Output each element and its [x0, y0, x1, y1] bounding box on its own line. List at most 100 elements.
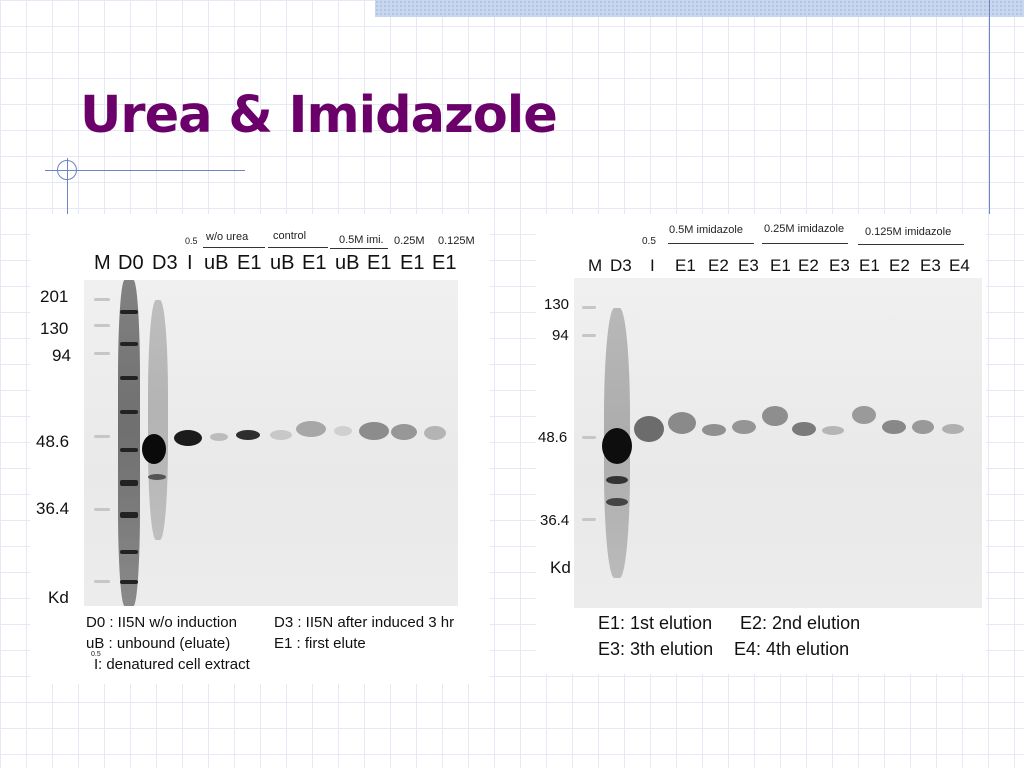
group-label-025m-imidazole: 0.25M imidazole	[764, 223, 845, 235]
marker-band	[94, 324, 110, 327]
lane-label: D0	[118, 252, 144, 274]
e2-band	[792, 422, 816, 436]
e2-band	[882, 420, 906, 434]
d0-band	[120, 376, 138, 380]
lane-label: E3	[920, 256, 941, 275]
group-label-0125m-imidazole: 0.125M imidazole	[865, 226, 952, 238]
d0-band	[120, 480, 138, 486]
lane-label: E1	[400, 252, 425, 274]
mw-marker: 94	[552, 327, 569, 344]
e2-band	[702, 424, 726, 436]
e1-band	[236, 430, 260, 440]
d3-band	[606, 498, 628, 506]
e1-band	[852, 406, 876, 424]
lane-d0-smear	[118, 280, 140, 606]
d0-band	[120, 310, 138, 314]
legend-e4: E4: 4th elution	[734, 639, 850, 659]
title-underline	[45, 170, 245, 171]
legend-e3: E3: 3th elution	[598, 639, 714, 659]
lane-label: M	[94, 252, 111, 274]
lane-label: D3	[152, 252, 178, 274]
d0-band	[120, 580, 138, 584]
mw-marker: 48.6	[538, 429, 568, 446]
lane-label: E4	[949, 256, 970, 275]
lane-label: uB	[270, 252, 295, 274]
lane-label: E1	[237, 252, 262, 274]
mw-unit: Kd	[48, 588, 69, 607]
lane-label: uB	[204, 252, 229, 274]
lane-label: M	[588, 256, 603, 275]
lane-label: D3	[610, 256, 632, 275]
d3-main-band	[142, 434, 166, 464]
e3-band	[732, 420, 756, 434]
legend-ub: uB : unbound (eluate)	[86, 635, 231, 652]
marker-band	[94, 508, 110, 511]
marker-band	[94, 435, 110, 438]
legend-e1: E1 : first elute	[274, 635, 366, 652]
legend-d0: D0 : II5N w/o induction	[86, 614, 237, 631]
lane-label: E1	[302, 252, 327, 274]
lane-superscript: 0.5	[185, 236, 198, 246]
lane-label: I	[650, 256, 655, 275]
lane-superscript: 0.5	[642, 236, 656, 247]
marker-band	[582, 306, 596, 309]
group-label-wo-urea: w/o urea	[206, 231, 249, 243]
d0-band	[120, 512, 138, 518]
i-band	[634, 416, 664, 442]
mw-unit: Kd	[550, 558, 571, 577]
d0-band	[120, 550, 138, 554]
lane-label: E3	[829, 256, 850, 275]
group-underline	[858, 244, 964, 245]
lane-label: E2	[798, 256, 819, 275]
e1-band	[359, 422, 389, 440]
marker-band	[94, 580, 110, 583]
group-underline	[668, 243, 754, 244]
e1-band	[296, 421, 326, 437]
group-label-05m-imidazole: 0.5M imidazole	[669, 224, 743, 236]
mw-marker: 36.4	[36, 499, 70, 518]
group-underline	[203, 247, 265, 248]
right-gel-figure: 0.5 0.5M imidazole 0.25M imidazole 0.125…	[536, 214, 986, 674]
e3-band	[822, 426, 844, 435]
group-underline	[762, 243, 848, 244]
slide-title: Urea & Imidazole	[80, 86, 558, 145]
legend-i-superscript: 0.5	[91, 651, 101, 658]
mw-marker: 201	[40, 287, 69, 306]
lane-label: I	[187, 252, 193, 274]
left-gel-image	[84, 280, 458, 606]
mw-marker: 130	[544, 296, 570, 313]
e1-band	[668, 412, 696, 434]
d3-band	[606, 476, 628, 484]
crosshair-circle-icon	[57, 160, 77, 180]
legend-d3: D3 : II5N after induced 3 hr	[274, 614, 455, 631]
lane-label: uB	[335, 252, 360, 274]
lane-label: E1	[367, 252, 392, 274]
e4-band	[942, 424, 964, 434]
legend-e1: E1: 1st elution	[598, 613, 713, 633]
lane-label: E1	[675, 256, 696, 275]
e1-band	[424, 426, 446, 440]
group-label-05m-imi: 0.5M imi.	[339, 234, 384, 246]
lane-label: E2	[889, 256, 910, 275]
group-underline	[330, 248, 388, 249]
marker-band	[582, 334, 596, 337]
group-label-025m: 0.25M	[394, 235, 425, 247]
left-accent-line	[67, 158, 68, 214]
e1-band	[391, 424, 417, 440]
d0-band	[120, 342, 138, 346]
i-band	[174, 430, 202, 446]
mw-marker: 36.4	[540, 512, 570, 529]
lane-label: E3	[738, 256, 759, 275]
d0-band	[120, 410, 138, 414]
lane-label: E1	[432, 252, 457, 274]
ub-band	[210, 433, 228, 441]
right-accent-line	[989, 0, 990, 214]
legend-i-label: I	[94, 656, 99, 673]
group-label-0125m: 0.125M	[438, 235, 475, 247]
group-underline	[268, 247, 328, 248]
lane-label: E1	[859, 256, 880, 275]
mw-marker: 94	[52, 346, 71, 365]
d0-band	[120, 448, 138, 452]
top-decorative-band	[375, 0, 1024, 17]
e3-band	[912, 420, 934, 434]
